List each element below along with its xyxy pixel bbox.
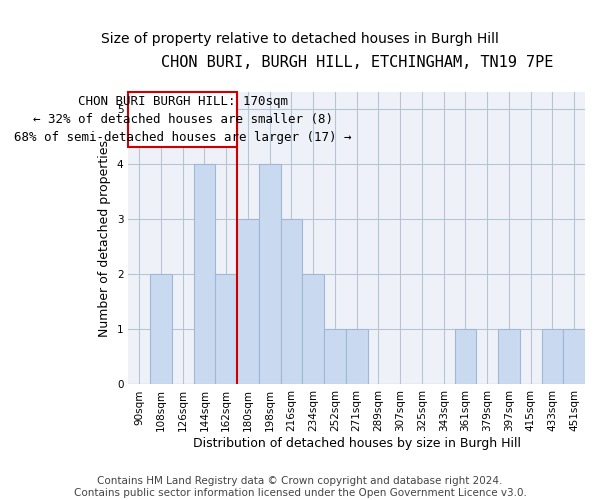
Bar	[150, 274, 172, 384]
FancyBboxPatch shape	[128, 92, 237, 147]
Bar	[281, 219, 302, 384]
Bar	[498, 330, 520, 384]
Text: CHON BURI BURGH HILL: 170sqm
← 32% of detached houses are smaller (8)
68% of sem: CHON BURI BURGH HILL: 170sqm ← 32% of de…	[14, 95, 352, 144]
Bar	[324, 330, 346, 384]
Bar	[215, 274, 237, 384]
Bar	[455, 330, 476, 384]
Text: Size of property relative to detached houses in Burgh Hill: Size of property relative to detached ho…	[101, 32, 499, 46]
X-axis label: Distribution of detached houses by size in Burgh Hill: Distribution of detached houses by size …	[193, 437, 521, 450]
Y-axis label: Number of detached properties: Number of detached properties	[98, 140, 112, 336]
Text: Contains HM Land Registry data © Crown copyright and database right 2024.
Contai: Contains HM Land Registry data © Crown c…	[74, 476, 526, 498]
Title: CHON BURI, BURGH HILL, ETCHINGHAM, TN19 7PE: CHON BURI, BURGH HILL, ETCHINGHAM, TN19 …	[161, 55, 553, 70]
Bar	[563, 330, 585, 384]
Bar	[237, 219, 259, 384]
Bar	[194, 164, 215, 384]
Bar	[542, 330, 563, 384]
Bar	[346, 330, 368, 384]
Bar	[259, 164, 281, 384]
Bar	[302, 274, 324, 384]
